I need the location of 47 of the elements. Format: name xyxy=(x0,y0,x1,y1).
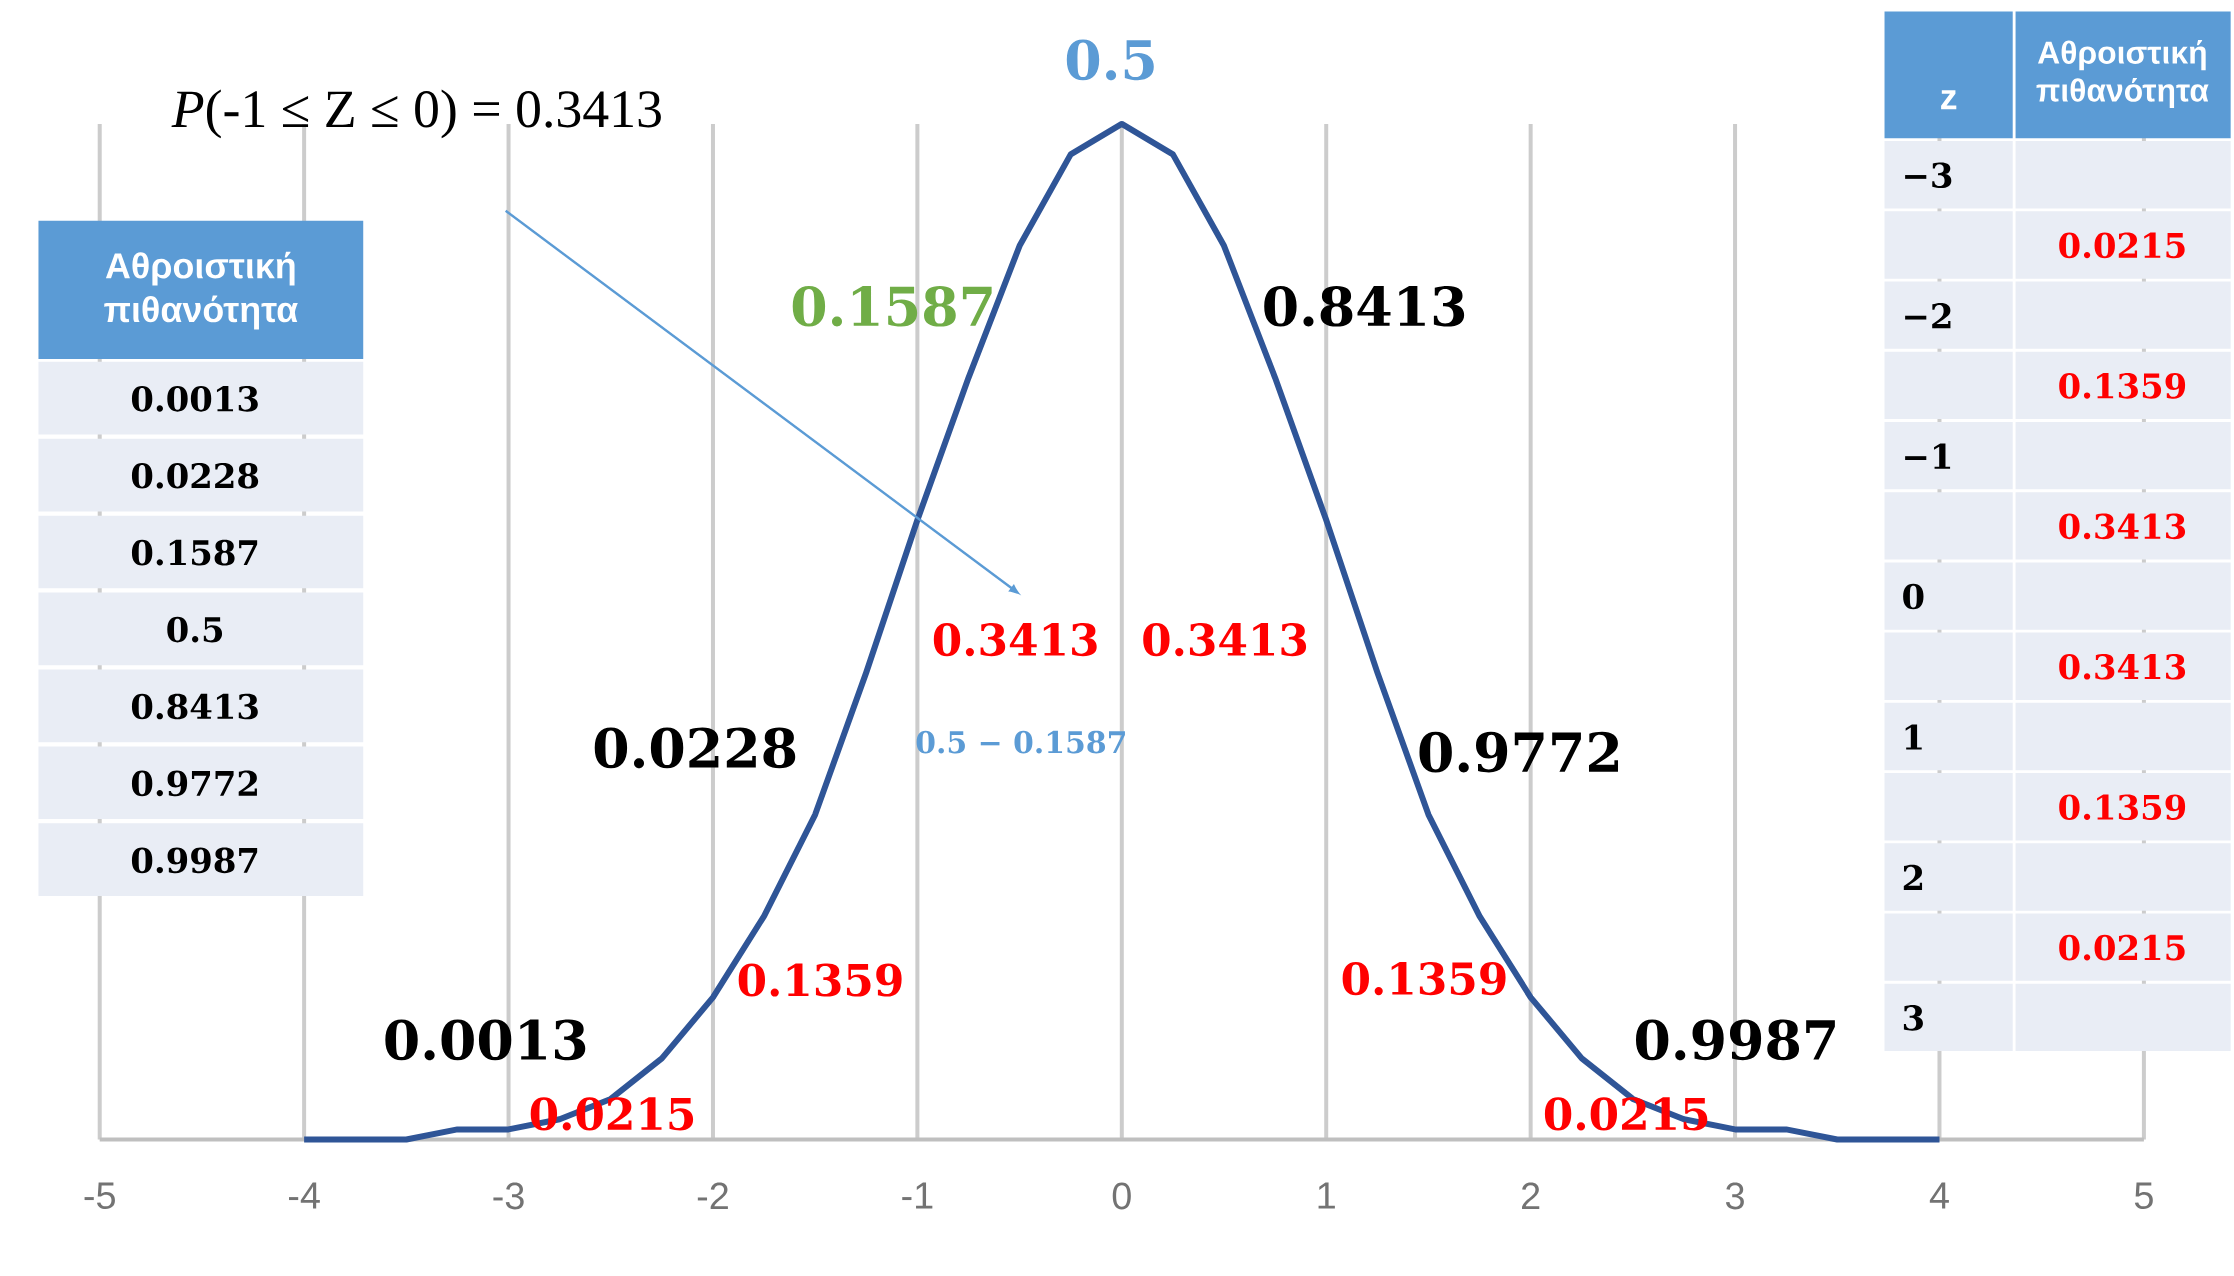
annotation: 0.0228 xyxy=(594,727,796,769)
annotation: 0.0013 xyxy=(385,1019,586,1061)
text: Αθροιστική πιθανότητα xyxy=(2036,39,2209,108)
annotation: 0.3413 xyxy=(1143,622,1307,657)
x-tick-label: 5 xyxy=(2134,1182,2153,1209)
x-tick-label: -3 xyxy=(493,1182,524,1210)
annotation: 0.9987 xyxy=(1635,1019,1835,1061)
annotation: 0.9987 xyxy=(131,847,258,874)
annotation: 0 xyxy=(1903,583,1924,610)
x-tick-label: 4 xyxy=(1929,1182,1949,1209)
x-tick-label: -1 xyxy=(902,1182,933,1209)
annotation: 0.9772 xyxy=(1419,731,1618,773)
annotation: 0.3413 xyxy=(2059,653,2186,680)
annotation: −2 xyxy=(1905,302,1951,329)
annotation: Αθροιστική πιθανότητα xyxy=(104,251,298,330)
annotation: 0.1587 xyxy=(131,539,258,566)
x-tick-label: -4 xyxy=(288,1182,320,1209)
annotation: 0.0215 xyxy=(2059,232,2185,259)
x-tick-label: 2 xyxy=(1522,1182,1540,1209)
annotation: 2 xyxy=(1903,864,1923,890)
annotation: 0.0215 xyxy=(2059,934,2185,961)
annotation: 0.1359 xyxy=(2059,794,2186,820)
annotation: 1 xyxy=(1905,724,1922,750)
x-tick-label: 1 xyxy=(1318,1182,1335,1209)
annotation: 0.1587 xyxy=(792,285,992,327)
annotation: 0.9772 xyxy=(131,770,257,797)
annotation: 0.0228 xyxy=(131,462,259,489)
annotation: −1 xyxy=(1905,443,1951,469)
annotation: 0.3413 xyxy=(2059,513,2186,539)
annotation: 0.8413 xyxy=(131,693,258,720)
annotation: 0.5 xyxy=(167,616,223,643)
text: 0.5 xyxy=(1066,39,1154,81)
x-tick-label: -2 xyxy=(697,1182,728,1209)
annotation: P(-1 ≤ Z ≤ 0) = 0.3413 xyxy=(171,89,661,139)
annotation: 3 xyxy=(1903,1004,1923,1031)
annotation: 0.5 − 0.1587 xyxy=(916,730,1125,754)
annotation: 0.3413 xyxy=(933,622,1097,657)
annotation: 0.0013 xyxy=(131,385,258,412)
annotation: −3 xyxy=(1905,162,1952,188)
x-tick-label: -5 xyxy=(84,1182,115,1209)
annotation: 0.1359 xyxy=(738,963,902,997)
text: z xyxy=(1941,90,1957,110)
annotation: 0.8413 xyxy=(1264,285,1465,327)
annotation: 0.1359 xyxy=(2059,372,2186,399)
annotation: 0.1359 xyxy=(1342,961,1506,996)
x-tick-label: 3 xyxy=(1725,1182,1744,1210)
x-tick-label: 0 xyxy=(1112,1182,1131,1210)
